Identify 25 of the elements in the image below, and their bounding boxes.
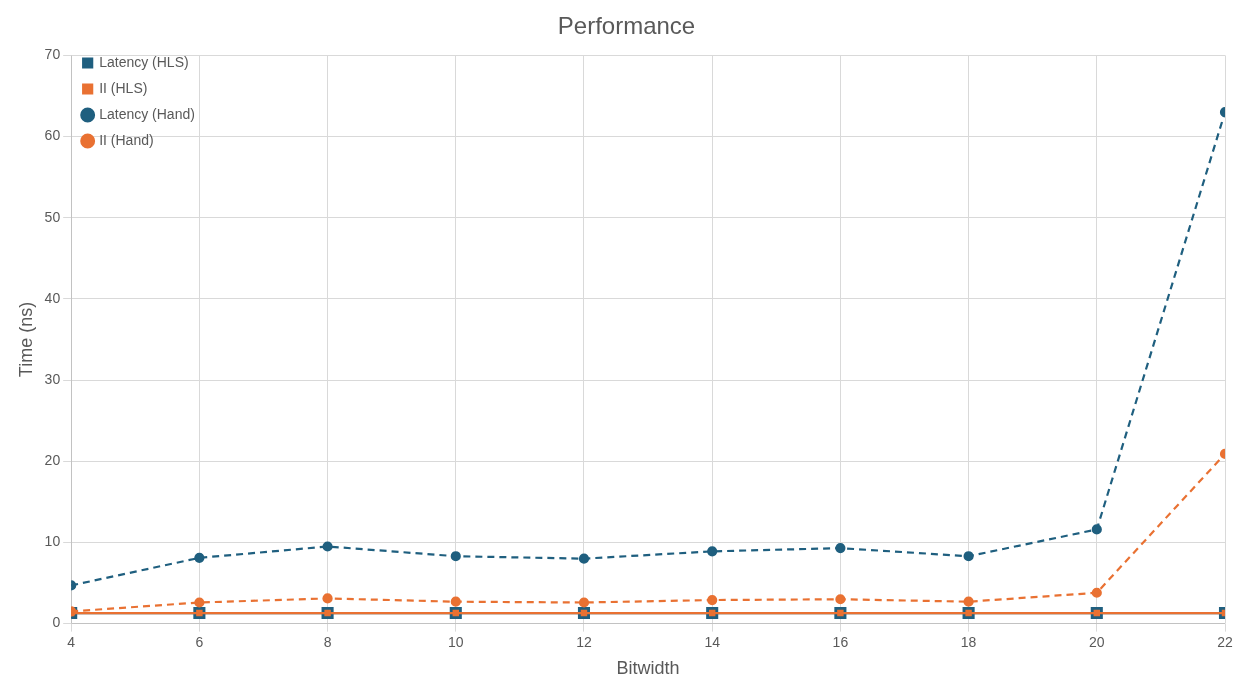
- legend-label: II (HLS): [99, 79, 148, 96]
- x-tick-label: 12: [576, 633, 592, 650]
- x-tick-label: 20: [1089, 633, 1105, 650]
- x-tick-label: 4: [67, 633, 76, 650]
- x-tick-label: 10: [447, 633, 464, 650]
- y-tick-label: 30: [44, 370, 61, 387]
- x-tick-label: 14: [704, 633, 721, 650]
- y-tick-label: 60: [44, 127, 61, 144]
- x-tick-label: 6: [195, 633, 204, 650]
- legend-label: Latency (Hand): [99, 105, 195, 122]
- y-tick-label: 50: [44, 208, 61, 225]
- x-tick-label: 18: [960, 633, 977, 650]
- y-tick-label: 10: [44, 533, 61, 550]
- legend-label: Latency (HLS): [99, 53, 189, 70]
- y-tick-label: 40: [44, 289, 61, 306]
- y-axis-title: Time (ns): [15, 301, 36, 378]
- x-tick-label: 8: [323, 633, 332, 650]
- y-tick-label: 20: [44, 452, 61, 469]
- x-tick-label: 16: [832, 633, 849, 650]
- x-axis-title: Bitwidth: [616, 658, 680, 679]
- chart-title: Performance: [556, 11, 697, 41]
- y-tick-label: 70: [44, 46, 61, 63]
- x-tick-label: 22: [1217, 633, 1233, 650]
- legend-label: II (Hand): [99, 131, 154, 148]
- y-tick-label: 0: [52, 614, 61, 631]
